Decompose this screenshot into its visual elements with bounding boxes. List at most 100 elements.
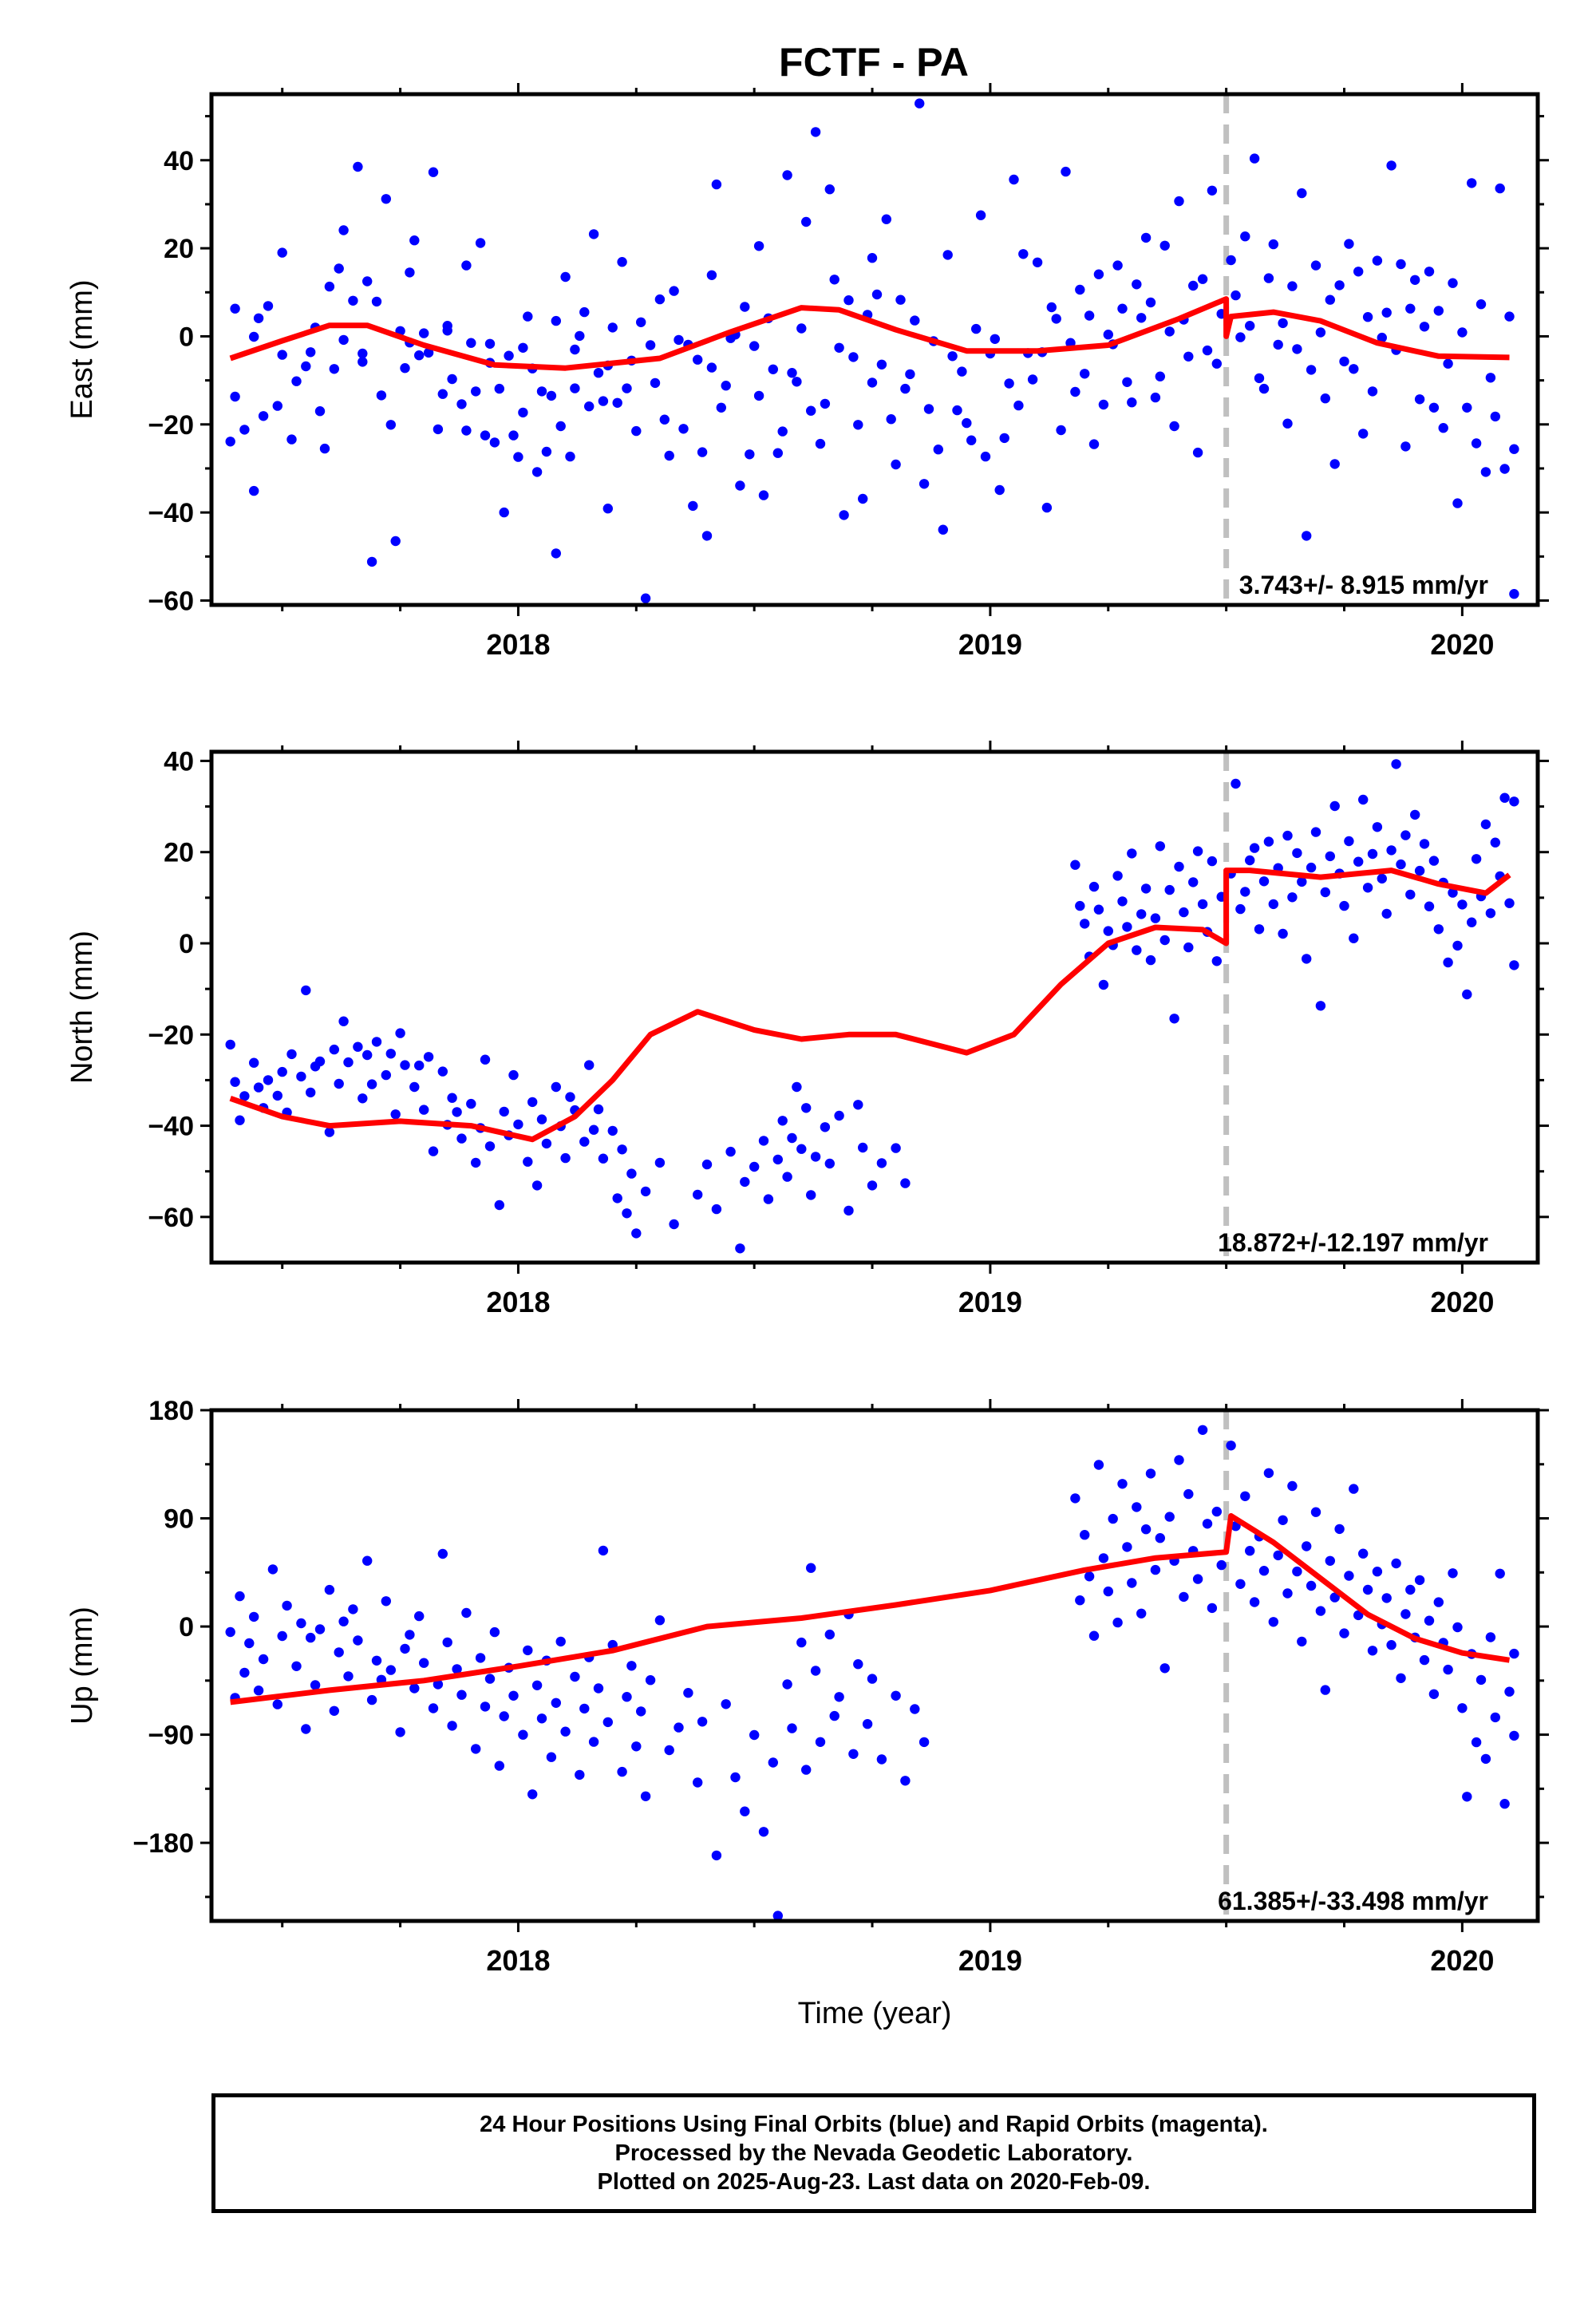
data-point — [1504, 311, 1515, 322]
caption-line-2: Processed by the Nevada Geodetic Laborat… — [614, 2140, 1133, 2166]
data-point — [1310, 1507, 1321, 1517]
data-point — [706, 270, 717, 280]
data-point — [796, 1637, 807, 1648]
data-point — [947, 351, 958, 362]
data-point — [1278, 1515, 1288, 1526]
data-point — [1349, 1484, 1359, 1494]
data-point — [1495, 183, 1505, 194]
data-point — [1499, 464, 1510, 474]
data-point — [1320, 1685, 1331, 1695]
data-point — [1145, 1468, 1156, 1479]
y-axis-label: Up (mm) — [65, 1607, 99, 1725]
data-point — [239, 425, 250, 435]
data-point — [626, 1168, 637, 1179]
data-point — [1018, 249, 1029, 259]
data-point — [334, 1647, 344, 1658]
data-point — [990, 334, 1001, 344]
data-point — [900, 383, 911, 394]
data-point — [541, 446, 552, 457]
data-point — [353, 161, 363, 172]
data-point — [1070, 386, 1080, 397]
data-point — [1103, 926, 1114, 936]
data-point — [933, 445, 944, 455]
data-point — [1207, 185, 1218, 196]
data-point — [1372, 1567, 1383, 1577]
data-point — [1396, 1673, 1406, 1683]
data-point — [1391, 1558, 1401, 1569]
data-point — [824, 1158, 836, 1169]
data-point — [952, 405, 962, 416]
data-point — [456, 1690, 467, 1700]
data-point — [881, 214, 892, 224]
data-point — [570, 1671, 580, 1682]
data-point — [1254, 373, 1265, 384]
data-point — [466, 1098, 476, 1109]
data-point — [1490, 411, 1501, 422]
data-point — [834, 342, 844, 353]
data-point — [806, 1190, 816, 1200]
data-point — [437, 1548, 448, 1559]
data-point — [876, 359, 887, 370]
data-point — [839, 510, 849, 520]
data-point — [1428, 1689, 1440, 1699]
y-tick-label: −40 — [148, 1112, 194, 1142]
x-tick-label: 2019 — [958, 1286, 1022, 1318]
data-point — [314, 1056, 326, 1067]
data-point — [484, 338, 496, 349]
data-point — [1278, 928, 1288, 939]
data-point — [1367, 386, 1378, 397]
data-point — [235, 1115, 245, 1125]
data-point — [1358, 1548, 1369, 1559]
data-point — [395, 1028, 405, 1038]
data-point — [499, 1106, 509, 1117]
x-tick-label: 2020 — [1430, 628, 1494, 661]
data-point — [810, 1666, 821, 1676]
y-tick-label: −180 — [132, 1828, 194, 1859]
chart-title: FCTF - PA — [779, 40, 969, 85]
data-point — [1159, 240, 1170, 251]
data-point — [753, 241, 764, 251]
data-point — [1485, 1632, 1496, 1642]
data-point — [494, 383, 504, 394]
data-point — [419, 1658, 429, 1668]
data-point — [471, 1157, 481, 1168]
data-point — [1122, 377, 1132, 387]
data-point — [1400, 830, 1411, 840]
data-point — [1226, 255, 1236, 266]
data-point — [810, 127, 821, 137]
data-point — [1093, 269, 1104, 279]
data-point — [923, 404, 934, 414]
data-point — [1197, 899, 1208, 910]
data-point — [301, 361, 311, 372]
data-point — [768, 1757, 778, 1768]
data-point — [371, 1655, 382, 1666]
caption-line-1: 24 Hour Positions Using Final Orbits (bl… — [480, 2112, 1268, 2137]
data-point — [1140, 232, 1152, 243]
data-point — [975, 210, 986, 220]
y-tick-label: −90 — [148, 1721, 194, 1751]
data-point — [1235, 332, 1246, 342]
data-point — [536, 1114, 547, 1124]
data-point — [1183, 942, 1194, 953]
data-point — [1339, 1628, 1349, 1638]
data-point — [414, 1060, 425, 1071]
data-point — [419, 328, 429, 338]
data-point — [1334, 1524, 1345, 1535]
data-point — [1103, 330, 1114, 340]
data-point — [617, 257, 627, 267]
data-point — [423, 347, 434, 358]
data-point — [1240, 1491, 1250, 1502]
y-tick-label: 20 — [164, 838, 194, 868]
data-point — [480, 430, 491, 441]
data-point — [640, 1791, 651, 1801]
data-point — [891, 1143, 901, 1153]
data-point — [466, 338, 476, 348]
data-point — [362, 1555, 373, 1566]
y-tick-label: 20 — [164, 234, 194, 264]
data-point — [853, 1659, 863, 1670]
data-point — [1127, 1578, 1137, 1588]
data-point — [758, 1136, 769, 1146]
data-point — [763, 1194, 774, 1204]
data-point — [1088, 881, 1100, 892]
data-point — [343, 1671, 354, 1682]
